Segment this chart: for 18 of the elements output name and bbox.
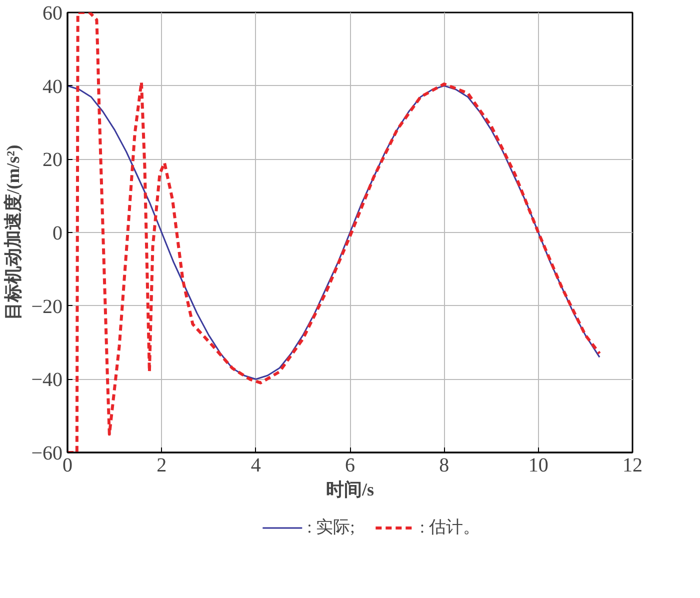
y-tick-label: 0 [52,222,62,244]
legend-label: : 估计。 [420,516,480,538]
x-tick-label: 6 [345,454,355,476]
x-tick-label: 2 [156,454,167,476]
x-tick-label: 10 [528,454,548,476]
x-tick-label: 4 [250,454,261,476]
legend-label: : 实际; [307,516,355,538]
y-tick-label: 40 [42,76,62,98]
y-tick-label: −60 [31,442,62,464]
y-tick-label: 60 [42,2,62,24]
x-axis-title: 时间/s [326,480,374,500]
y-axis-title: 目标机动加速度/(m/s²) [3,144,24,320]
y-tick-label: 20 [42,149,62,172]
x-tick-label: 8 [439,454,450,476]
line-series [68,85,600,380]
y-tick-label: −40 [31,369,62,392]
y-tick-label: −20 [31,296,62,318]
x-tick-label: 12 [622,454,642,476]
